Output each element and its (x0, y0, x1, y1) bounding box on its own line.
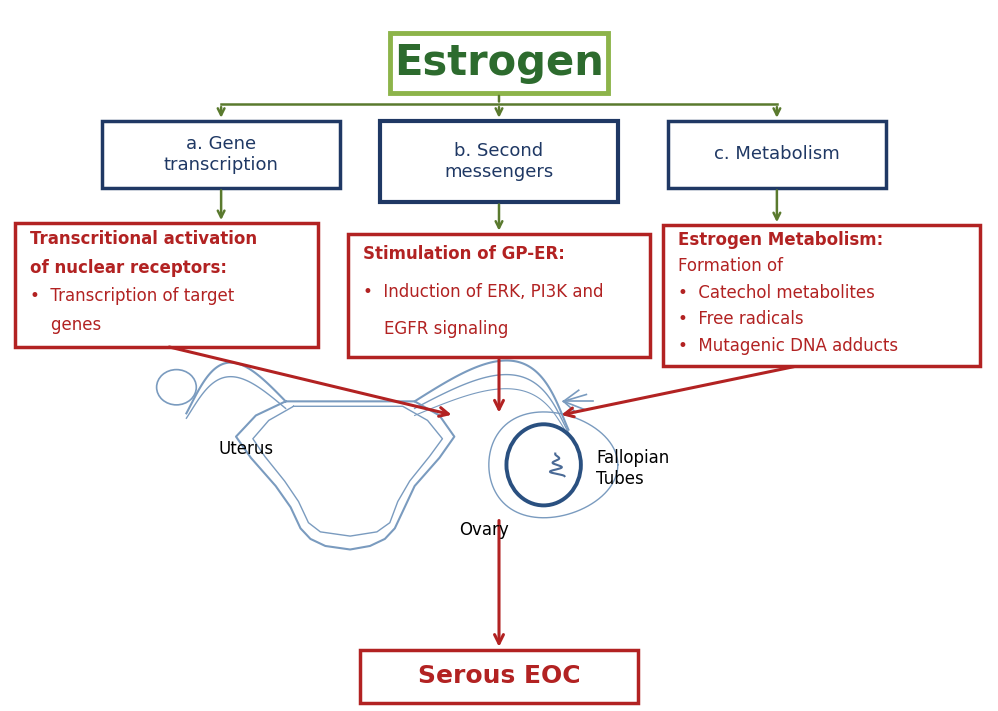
Text: c. Metabolism: c. Metabolism (714, 146, 839, 164)
Text: b. Second
messengers: b. Second messengers (444, 142, 554, 181)
Text: •  Catechol metabolites: • Catechol metabolites (678, 284, 874, 302)
FancyBboxPatch shape (663, 225, 980, 366)
Text: EGFR signaling: EGFR signaling (362, 320, 508, 338)
FancyBboxPatch shape (390, 33, 608, 92)
Text: •  Transcription of target: • Transcription of target (30, 287, 235, 306)
Text: of nuclear receptors:: of nuclear receptors: (30, 259, 228, 277)
FancyBboxPatch shape (668, 121, 886, 188)
Text: Transcritional activation: Transcritional activation (30, 230, 257, 248)
Text: Estrogen: Estrogen (394, 42, 604, 84)
Text: genes: genes (30, 316, 102, 334)
Text: Estrogen Metabolism:: Estrogen Metabolism: (678, 230, 883, 249)
Text: •  Mutagenic DNA adducts: • Mutagenic DNA adducts (678, 337, 898, 355)
Text: Ovary: Ovary (459, 521, 509, 540)
Text: Uterus: Uterus (219, 440, 273, 459)
Text: Fallopian
Tubes: Fallopian Tubes (596, 449, 670, 488)
Text: •  Induction of ERK, PI3K and: • Induction of ERK, PI3K and (362, 283, 603, 301)
Text: Formation of: Formation of (678, 257, 782, 275)
FancyBboxPatch shape (380, 121, 618, 202)
FancyBboxPatch shape (15, 223, 318, 347)
FancyBboxPatch shape (347, 234, 651, 357)
FancyBboxPatch shape (102, 121, 340, 188)
Text: Serous EOC: Serous EOC (418, 665, 580, 688)
FancyBboxPatch shape (360, 650, 638, 703)
Text: •  Free radicals: • Free radicals (678, 311, 803, 328)
Text: Stimulation of GP-ER:: Stimulation of GP-ER: (362, 245, 565, 263)
Text: a. Gene
transcription: a. Gene transcription (164, 135, 278, 174)
